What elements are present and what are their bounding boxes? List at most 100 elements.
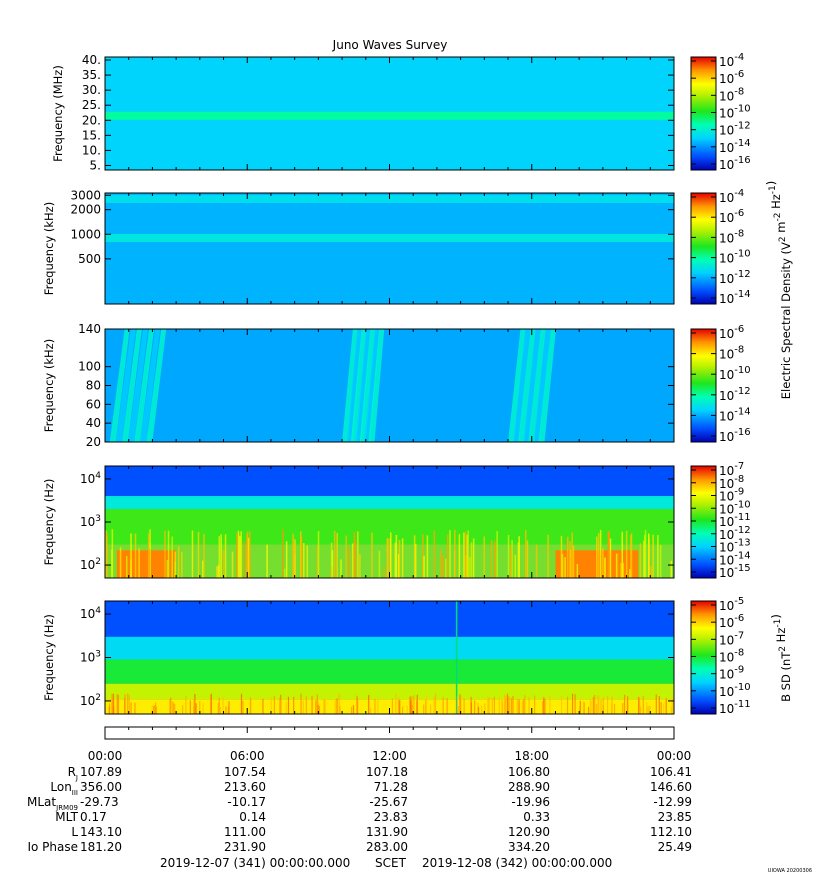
ephemeris-value: 23.83 — [374, 810, 408, 824]
broadband-spike — [239, 535, 241, 578]
radio-burst-streak — [355, 329, 372, 442]
ephemeris-row-label: RJ — [68, 765, 78, 782]
broadband-spike — [652, 534, 654, 578]
low-freq-streak — [124, 700, 127, 714]
low-freq-streak — [493, 696, 495, 714]
low-freq-streak — [662, 703, 665, 714]
low-freq-streak — [544, 698, 546, 714]
radio-burst-streak — [533, 329, 551, 442]
low-freq-streak — [571, 693, 574, 714]
colorbar-tick-exponent: -16 — [734, 427, 750, 438]
y-tick-label: 35. — [82, 68, 101, 82]
ephemeris-value: 106.80 — [508, 765, 550, 779]
low-freq-streak — [660, 701, 662, 714]
low-freq-streak — [429, 704, 432, 714]
ephemeris-value: -10.17 — [227, 795, 266, 809]
y-tick-label: 100 — [78, 360, 101, 374]
colorbar-tick-exponent: -8 — [734, 648, 744, 659]
broadband-spike — [197, 531, 200, 578]
low-freq-streak — [477, 706, 480, 714]
low-freq-streak — [273, 695, 275, 714]
broadband-spike — [147, 533, 150, 578]
colorbar-tick-exponent: -14 — [734, 289, 750, 300]
ephemeris-value: 23.85 — [658, 810, 692, 824]
low-freq-streak — [642, 696, 644, 714]
colorbar-tick-label: 10-6 — [719, 69, 744, 86]
ephemeris-row-label: LonIII — [50, 780, 78, 797]
broadband-spike — [472, 538, 475, 578]
broadband-spike — [644, 529, 647, 578]
low-freq-streak — [339, 706, 341, 714]
broadband-spike — [401, 538, 404, 578]
low-freq-streak — [311, 695, 313, 714]
spectrogram-image — [105, 193, 674, 304]
low-freq-streak — [410, 700, 412, 714]
low-freq-streak — [598, 696, 600, 714]
low-freq-streak — [316, 694, 318, 714]
low-freq-streak — [501, 700, 503, 714]
radio-burst-streak — [146, 329, 167, 442]
colorbar-tick-label: 10-12 — [719, 121, 751, 138]
broadband-spike — [413, 535, 416, 578]
low-freq-streak — [194, 693, 196, 714]
spectrogram-image — [105, 329, 674, 442]
broadband-spike — [648, 538, 650, 578]
y-tick-label: 104 — [80, 606, 101, 621]
emission-band — [105, 111, 674, 120]
radio-burst-streak — [350, 329, 367, 442]
y-axis-label: Frequency (Hz) — [42, 479, 56, 566]
broadband-spike — [571, 532, 573, 578]
low-freq-streak — [487, 695, 489, 714]
ephemeris-row-label: Io Phase — [27, 840, 78, 854]
broadband-spike — [514, 554, 517, 578]
colorbar-tick-exponent: -6 — [734, 324, 744, 335]
y-axis-label: Frequency (Hz) — [42, 614, 56, 701]
broadband-spike — [294, 539, 296, 578]
colorbar-tick-exponent: -10 — [734, 249, 750, 260]
low-freq-streak — [446, 698, 448, 714]
spectrogram-background — [105, 329, 674, 442]
low-freq-streak — [134, 702, 136, 714]
ephemeris-value: 146.60 — [650, 780, 692, 794]
radio-burst-streak — [538, 329, 556, 442]
low-freq-streak — [154, 705, 156, 714]
broadband-spike — [224, 534, 227, 578]
low-freq-streak — [218, 697, 220, 714]
broadband-spike — [422, 534, 424, 578]
low-freq-streak — [280, 700, 282, 714]
low-freq-streak — [646, 706, 648, 714]
low-freq-streak — [560, 695, 563, 714]
broadband-spike — [463, 532, 465, 578]
low-freq-streak — [357, 698, 359, 714]
label-part: -1 — [768, 185, 778, 194]
broadband-spike — [659, 544, 662, 578]
broadband-spike — [348, 547, 351, 578]
y-tick-label: 30. — [82, 83, 101, 97]
low-freq-streak — [262, 698, 264, 714]
low-freq-streak — [116, 703, 118, 714]
low-freq-streak — [602, 704, 604, 714]
broadband-spike — [629, 569, 631, 578]
low-freq-streak — [111, 700, 114, 714]
ephemeris-value: 25.49 — [658, 840, 692, 854]
colorbar-tick-label: 10-8 — [719, 86, 744, 103]
spectrogram-panel-3: 140 100 80 60 40 20 Frequency (kHz) 10-6 10-8 10-… — [42, 322, 751, 449]
colorbar-tick-label: 10-10 — [719, 249, 751, 266]
colorbar-tick-label: 10-12 — [719, 386, 751, 403]
low-freq-streak — [128, 695, 130, 714]
broadband-spike — [566, 536, 569, 578]
footer-end-time: 2019-12-08 (342) 00:00:00.000 — [422, 856, 612, 870]
radio-burst-streak — [513, 329, 531, 442]
low-freq-streak — [219, 706, 222, 714]
y-tick-exponent: 2 — [95, 693, 101, 703]
broadband-spike — [389, 532, 392, 578]
broadband-spike — [454, 529, 456, 578]
ephemeris-value: 143.10 — [80, 825, 122, 839]
time-tick-label: 18:00 — [514, 749, 549, 763]
ephemeris-value: 131.90 — [366, 825, 408, 839]
broadband-spike — [599, 529, 602, 578]
low-freq-streak — [169, 699, 171, 714]
y-tick-label: 40 — [86, 416, 101, 430]
low-freq-streak — [406, 705, 408, 714]
radio-burst-streak — [523, 329, 541, 442]
